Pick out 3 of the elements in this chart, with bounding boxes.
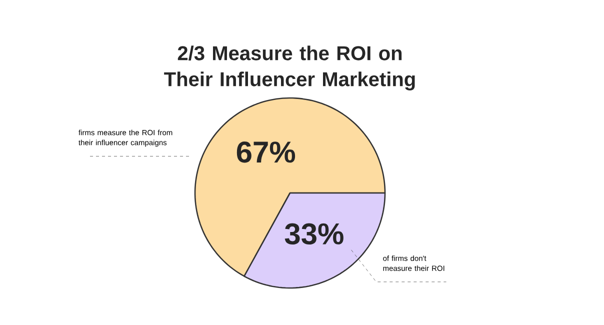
- data-label: 33%: [284, 223, 344, 245]
- chart-title: 2/3 Measure the ROI on Their Influencer Marketing: [164, 46, 415, 90]
- data-label: 67%: [236, 141, 296, 163]
